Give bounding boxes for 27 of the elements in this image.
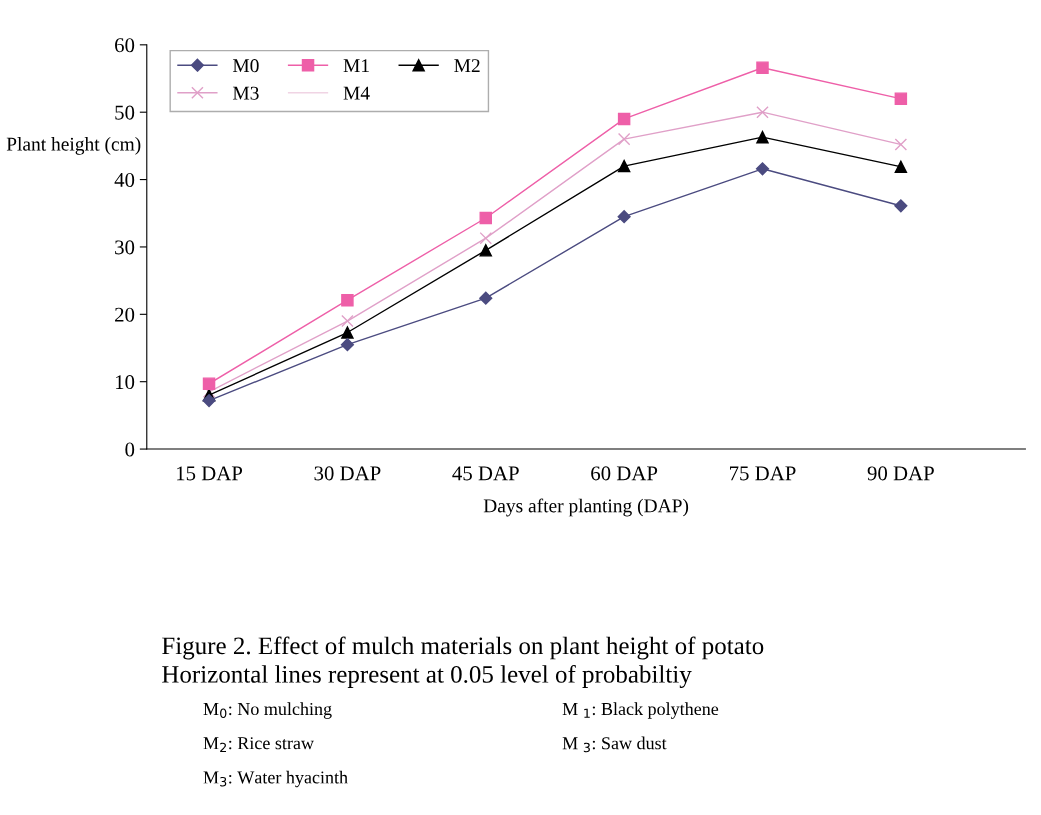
y-tick-label: 30	[115, 240, 135, 255]
legend-label: M4	[343, 86, 370, 100]
legend-label: M2	[454, 59, 480, 73]
caption: Figure 2. Effect of mulch materials on plant height of potato	[162, 636, 764, 660]
text: M $_{1}$: Black polythene	[562, 702, 719, 719]
y-tick-label: 60	[115, 38, 135, 53]
text: M$_{0}$: No mulching	[203, 702, 332, 719]
x-tick-label: 60 DAP	[591, 466, 658, 481]
y-tick-label: 40	[114, 172, 135, 187]
x-tick-label: 15 DAP	[177, 466, 243, 481]
legend-label: M1	[343, 59, 369, 73]
text: M $_{3}$: Saw dust	[562, 736, 667, 753]
x-tick-label: 75 DAP	[730, 466, 796, 481]
y-tick-label: 50	[115, 105, 135, 120]
x-axis-title: Days after planting (DAP)	[483, 498, 689, 517]
y-tick-label: 20	[115, 307, 135, 322]
y-tick-label: 10	[115, 375, 135, 390]
legend-label: M3	[232, 86, 259, 100]
text: Horizontal lines represent at 0.05 level of probabiltiy	[162, 664, 692, 688]
x-tick-label: 90 DAP	[867, 466, 934, 481]
text: M$_{2}$: Rice straw	[203, 737, 314, 753]
y-tick-label: 0	[125, 442, 135, 457]
x-tick-label: 45 DAP	[452, 466, 519, 481]
legend-label: M0	[232, 59, 259, 73]
y-axis-title: Plant height (cm)	[6, 137, 141, 155]
text: M$_{3}$: Water hyacinth	[203, 770, 348, 788]
x-tick-label: 30 DAP	[314, 466, 381, 481]
